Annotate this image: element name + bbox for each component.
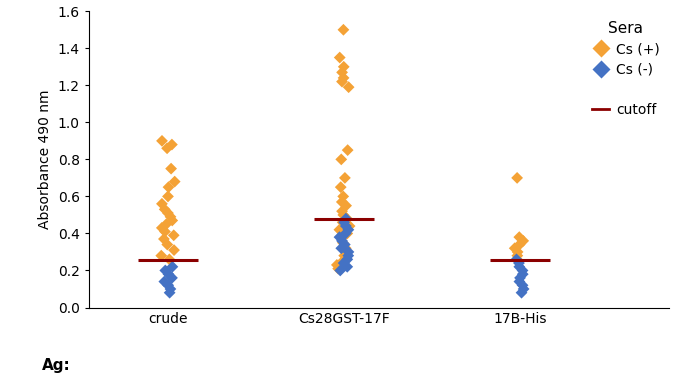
- Point: [167, 217, 178, 223]
- Point: [340, 230, 351, 237]
- Point: [337, 69, 348, 75]
- Point: [338, 64, 349, 70]
- Point: [337, 79, 348, 85]
- Point: [340, 223, 351, 229]
- Point: [166, 166, 177, 172]
- Point: [518, 238, 529, 244]
- Point: [335, 184, 346, 190]
- Point: [342, 147, 353, 153]
- Point: [512, 249, 523, 255]
- Point: [165, 214, 176, 220]
- Point: [334, 227, 345, 233]
- Point: [169, 178, 180, 184]
- Point: [335, 267, 346, 273]
- Point: [337, 258, 348, 264]
- Point: [338, 212, 349, 218]
- Point: [168, 232, 179, 238]
- Point: [161, 221, 171, 227]
- Point: [514, 234, 525, 240]
- Point: [337, 240, 348, 246]
- Point: [338, 260, 349, 266]
- Point: [337, 238, 348, 244]
- Point: [164, 256, 175, 262]
- Text: Ag:: Ag:: [42, 358, 71, 373]
- Point: [156, 225, 167, 231]
- Point: [517, 267, 528, 273]
- Point: [512, 256, 522, 262]
- Point: [167, 275, 178, 281]
- Point: [339, 242, 350, 248]
- Point: [510, 245, 520, 251]
- Point: [163, 194, 173, 200]
- Point: [337, 208, 348, 214]
- Point: [336, 199, 347, 205]
- Point: [517, 271, 528, 277]
- Point: [156, 138, 167, 144]
- Point: [163, 210, 173, 216]
- Point: [167, 142, 178, 148]
- Point: [339, 175, 350, 181]
- Point: [343, 253, 354, 259]
- Point: [340, 245, 351, 251]
- Point: [163, 184, 174, 190]
- Point: [337, 219, 348, 225]
- Point: [338, 194, 349, 200]
- Point: [514, 260, 525, 266]
- Legend: Cs (+), Cs (-), , cutoff: Cs (+), Cs (-), , cutoff: [587, 15, 665, 123]
- Point: [334, 54, 345, 60]
- Point: [341, 202, 352, 208]
- Point: [342, 216, 352, 222]
- Point: [167, 264, 178, 270]
- Point: [514, 264, 525, 270]
- Point: [336, 156, 347, 162]
- Point: [160, 229, 171, 235]
- Point: [334, 234, 345, 240]
- Point: [165, 286, 176, 292]
- Point: [338, 75, 349, 81]
- Point: [342, 256, 353, 262]
- Point: [512, 253, 522, 259]
- Point: [159, 279, 170, 285]
- Point: [344, 223, 355, 229]
- Point: [338, 27, 349, 33]
- Point: [343, 84, 354, 90]
- Point: [514, 275, 525, 281]
- Point: [512, 175, 522, 181]
- Point: [511, 256, 522, 262]
- Point: [514, 279, 525, 285]
- Point: [333, 266, 344, 272]
- Point: [339, 253, 350, 259]
- Point: [342, 230, 352, 237]
- Point: [158, 236, 169, 242]
- Point: [343, 249, 354, 255]
- Point: [156, 253, 167, 259]
- Point: [162, 242, 173, 248]
- Point: [339, 219, 350, 225]
- Point: [164, 290, 175, 296]
- Y-axis label: Absorbance 490 nm: Absorbance 490 nm: [38, 90, 52, 229]
- Point: [162, 145, 173, 151]
- Point: [341, 216, 352, 222]
- Point: [163, 282, 173, 288]
- Point: [342, 264, 352, 270]
- Point: [159, 206, 170, 212]
- Point: [337, 234, 348, 240]
- Point: [343, 227, 354, 233]
- Point: [163, 271, 174, 277]
- Point: [517, 282, 528, 288]
- Point: [518, 286, 529, 292]
- Point: [156, 201, 167, 207]
- Point: [160, 267, 171, 273]
- Point: [336, 245, 347, 251]
- Point: [514, 242, 525, 248]
- Point: [331, 262, 342, 268]
- Point: [516, 290, 527, 296]
- Point: [169, 247, 180, 253]
